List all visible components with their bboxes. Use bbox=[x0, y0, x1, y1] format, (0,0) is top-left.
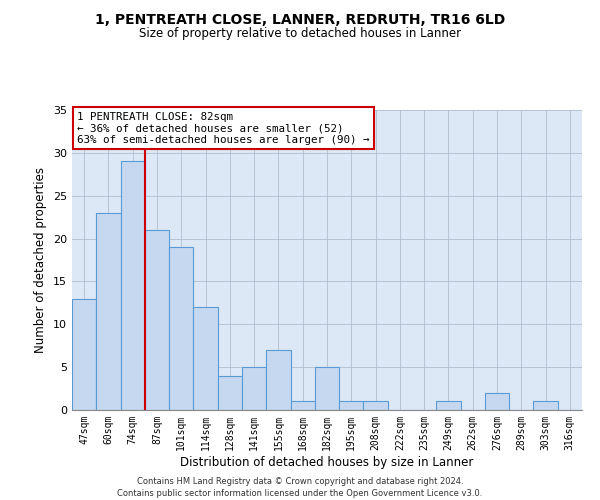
Bar bbox=[96, 213, 121, 410]
Text: 1 PENTREATH CLOSE: 82sqm
← 36% of detached houses are smaller (52)
63% of semi-d: 1 PENTREATH CLOSE: 82sqm ← 36% of detach… bbox=[77, 112, 370, 144]
Bar bbox=[121, 162, 145, 410]
Text: Contains public sector information licensed under the Open Government Licence v3: Contains public sector information licen… bbox=[118, 489, 482, 498]
Text: 1, PENTREATH CLOSE, LANNER, REDRUTH, TR16 6LD: 1, PENTREATH CLOSE, LANNER, REDRUTH, TR1… bbox=[95, 12, 505, 26]
Bar bbox=[242, 367, 266, 410]
Bar bbox=[169, 247, 193, 410]
Text: Contains HM Land Registry data © Crown copyright and database right 2024.: Contains HM Land Registry data © Crown c… bbox=[137, 478, 463, 486]
Bar bbox=[315, 367, 339, 410]
Bar bbox=[485, 393, 509, 410]
Bar bbox=[266, 350, 290, 410]
Bar bbox=[364, 402, 388, 410]
Bar bbox=[533, 402, 558, 410]
Bar bbox=[145, 230, 169, 410]
Bar bbox=[193, 307, 218, 410]
Bar bbox=[218, 376, 242, 410]
Bar bbox=[290, 402, 315, 410]
Y-axis label: Number of detached properties: Number of detached properties bbox=[34, 167, 47, 353]
Bar bbox=[339, 402, 364, 410]
Bar bbox=[72, 298, 96, 410]
Text: Size of property relative to detached houses in Lanner: Size of property relative to detached ho… bbox=[139, 28, 461, 40]
X-axis label: Distribution of detached houses by size in Lanner: Distribution of detached houses by size … bbox=[181, 456, 473, 468]
Bar bbox=[436, 402, 461, 410]
